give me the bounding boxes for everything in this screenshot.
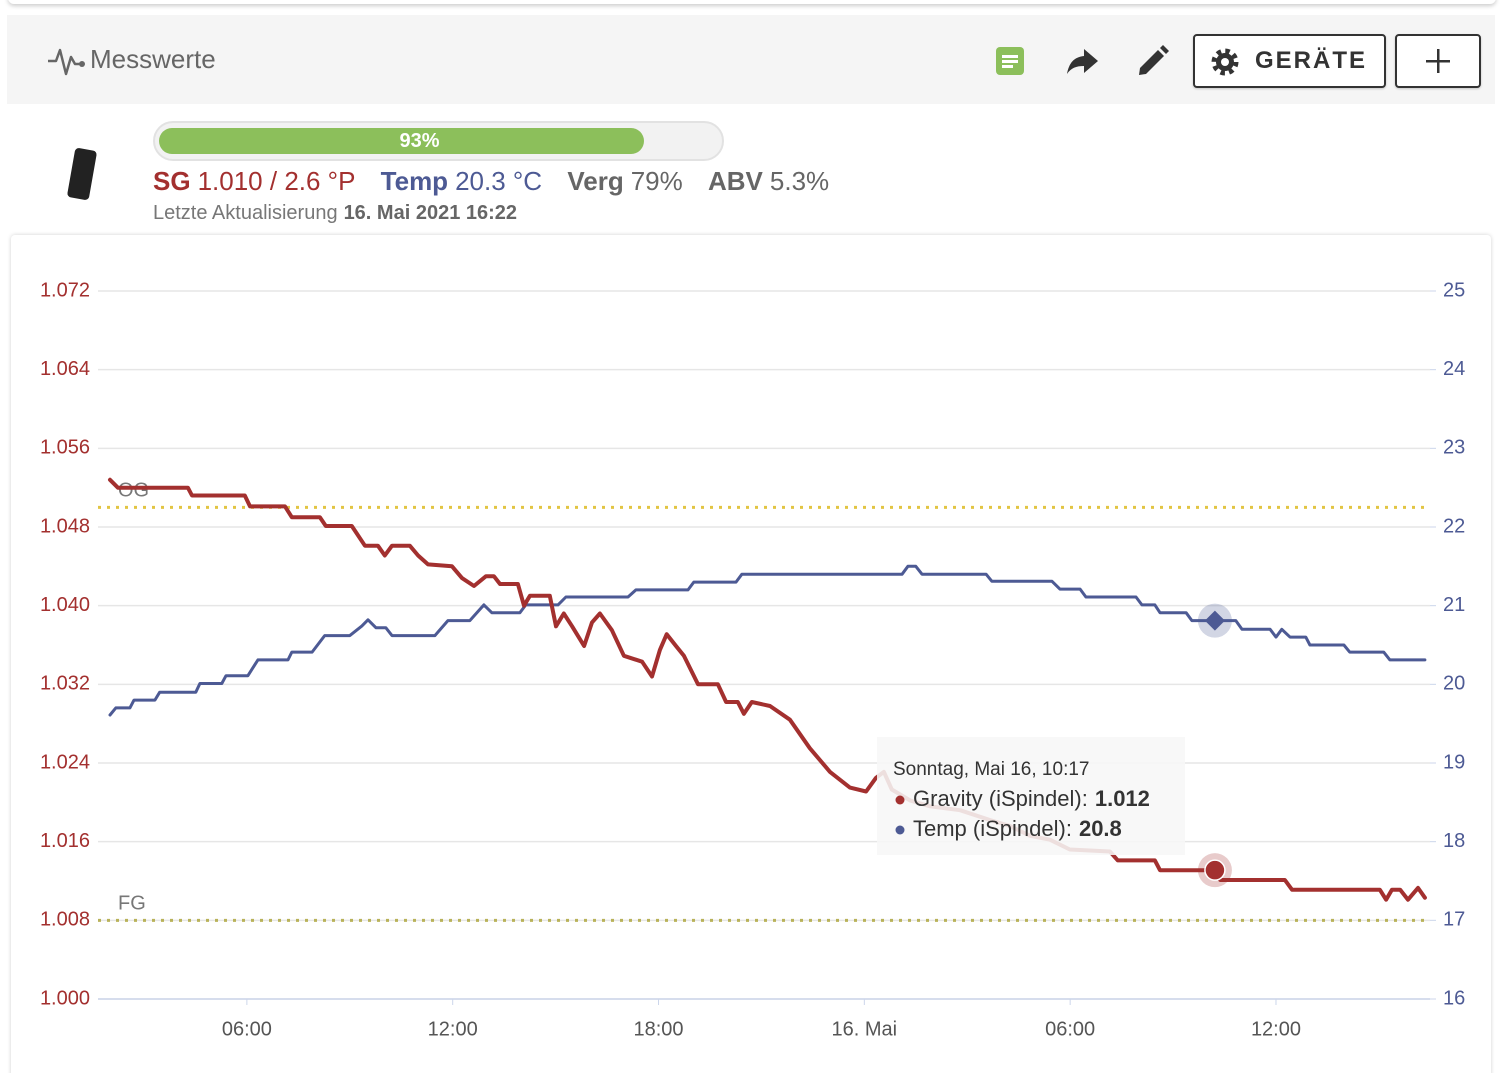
y2-tick-label: 24 [1443, 358, 1465, 380]
series-line [108, 477, 1427, 902]
tooltip-title: Sonntag, Mai 16, 10:17 [893, 759, 1089, 780]
plus-icon [1426, 49, 1450, 73]
verg-label: Verg [567, 166, 624, 196]
x-tick-label: 12:00 [428, 1018, 478, 1040]
tooltip-item-value: 20.8 [1079, 816, 1122, 841]
sg-value: 1.010 / 2.6 °P [197, 166, 356, 196]
y-tick-label: 1.016 [40, 830, 90, 852]
gear-icon [1211, 48, 1239, 76]
y2-tick-label: 16 [1443, 987, 1465, 1009]
y-tick-label: 1.032 [40, 673, 90, 695]
sg-label: SG [153, 166, 191, 196]
top-card [8, 0, 1496, 4]
tooltip: Sonntag, Mai 16, 10:17 Gravity (iSpindel)… [877, 737, 1185, 855]
tooltip-item: Gravity (iSpindel): 1.012 [913, 786, 1150, 811]
device-icon [67, 148, 97, 200]
tooltip-item-value: 1.012 [1095, 786, 1150, 811]
edit-button[interactable] [1136, 44, 1170, 78]
y-tick-label: 1.048 [40, 515, 90, 537]
tooltip-item-label: Temp (iSpindel): [913, 816, 1072, 841]
verg-value: 79% [630, 166, 683, 196]
last-update: Letzte Aktualisierung 16. Mai 2021 16:22 [153, 202, 517, 225]
plot-line-label: OG [118, 480, 149, 502]
y-tick-label: 1.024 [40, 751, 90, 773]
notes-button[interactable] [994, 45, 1026, 77]
plot-line-label: FG [118, 893, 146, 915]
abv-label: ABV [707, 166, 763, 196]
series-line [108, 564, 1427, 717]
pulse-icon [48, 48, 85, 76]
y2-tick-label: 23 [1443, 437, 1465, 459]
y2-tick-label: 22 [1443, 515, 1465, 537]
tooltip-item: Temp (iSpindel): 20.8 [913, 816, 1122, 841]
y-tick-label: 1.000 [40, 987, 90, 1009]
devices-button-label: GERÄTE [1255, 47, 1368, 74]
stats: SG 1.010 / 2.6 °P Temp 20.3 °C Verg 79% ABV… [153, 166, 847, 197]
tooltip-item-label: Gravity (iSpindel): [913, 786, 1088, 811]
x-tick-label: 16. Mai [832, 1018, 898, 1040]
y2-tick-label: 19 [1443, 751, 1465, 773]
temp-value: 20.3 °C [455, 166, 543, 196]
tooltip-dot [895, 825, 905, 835]
x-tick-label: 06:00 [222, 1018, 272, 1040]
abv-value: 5.3% [769, 166, 830, 196]
x-tick-label: 18:00 [633, 1018, 683, 1040]
y2-tick-label: 17 [1443, 909, 1465, 931]
y-tick-label: 1.064 [40, 358, 90, 380]
tooltip-dot [895, 795, 905, 805]
x-tick-label: 12:00 [1251, 1018, 1301, 1040]
tooltip-box [877, 737, 1185, 855]
y2-tick-label: 18 [1443, 830, 1465, 852]
page-title: Messwerte [90, 44, 216, 74]
share-button[interactable] [1066, 46, 1100, 76]
y-tick-label: 1.072 [40, 279, 90, 301]
x-tick-label: 06:00 [1045, 1018, 1095, 1040]
hover-point [1204, 610, 1225, 631]
y-tick-label: 1.008 [40, 909, 90, 931]
battery-fill [159, 128, 644, 154]
y2-tick-label: 20 [1443, 673, 1465, 695]
y-tick-label: 1.040 [40, 594, 90, 616]
last-update-label: Letzte Aktualisierung [153, 202, 338, 224]
y2-tick-label: 25 [1443, 279, 1465, 301]
y2-tick-label: 21 [1443, 594, 1465, 616]
temp-label: Temp [380, 166, 449, 196]
hover-point [1204, 859, 1226, 881]
chart-card [11, 235, 1491, 1073]
y-tick-label: 1.056 [40, 437, 90, 459]
last-update-value: 16. Mai 2021 16:22 [343, 202, 518, 224]
battery-label: 93% [399, 130, 440, 152]
